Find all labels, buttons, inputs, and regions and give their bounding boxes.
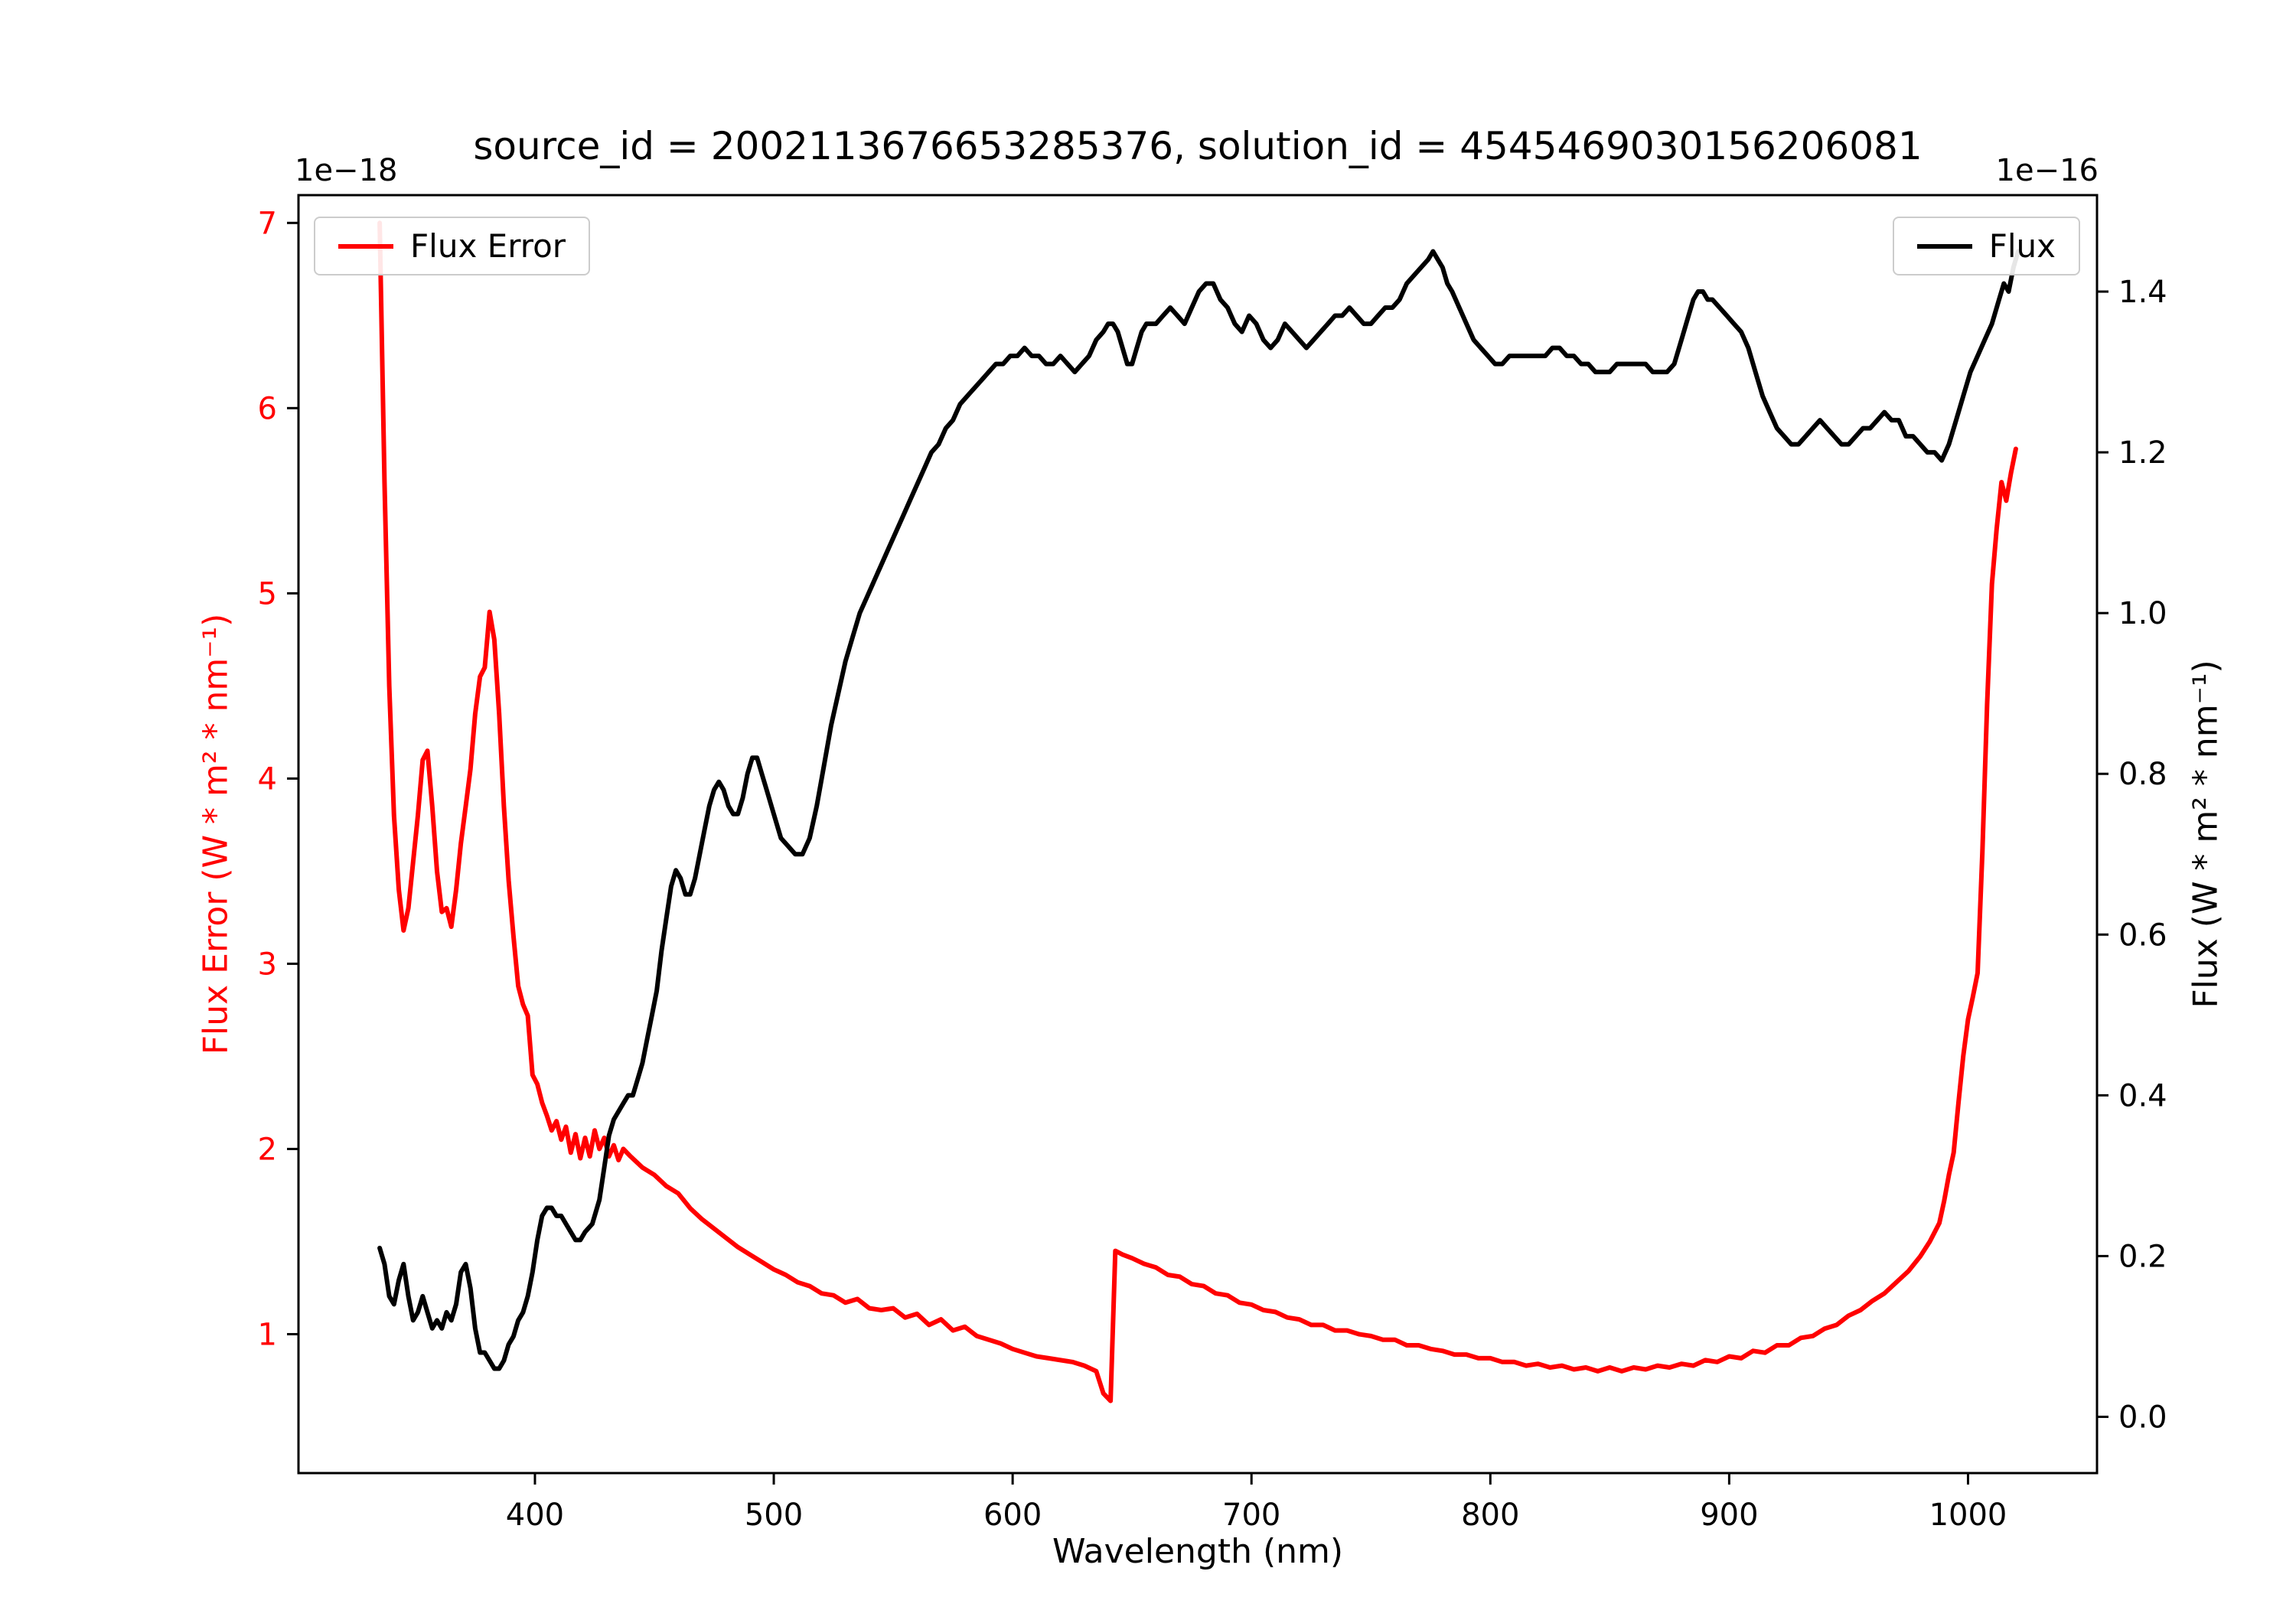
y-tick-label-left: 2 [258, 1132, 277, 1167]
y-tick-label-left: 4 [258, 761, 277, 797]
y-tick-label-right: 1.0 [2118, 596, 2167, 631]
y-tick-label-right: 0.4 [2118, 1078, 2167, 1113]
right-y-axis-label: Flux (W * m² * nm⁻¹) [2186, 660, 2226, 1009]
y-tick-label-left: 1 [258, 1317, 277, 1352]
flux-error-line [377, 220, 2018, 1403]
x-tick-label: 400 [506, 1498, 564, 1533]
left-axis-offset-label: 1e−18 [295, 153, 398, 188]
x-tick-label: 800 [1461, 1498, 1519, 1533]
legend-flux-error: Flux Error [314, 217, 591, 275]
x-tick-label: 700 [1222, 1498, 1280, 1533]
y-tick-label-right: 1.2 [2118, 435, 2167, 471]
left-y-axis-label: Flux Error (W * m² * nm⁻¹) [196, 613, 236, 1055]
y-tick-label-left: 6 [258, 391, 277, 426]
y-tick-label-right: 0.2 [2118, 1239, 2167, 1274]
x-axis-label: Wavelength (nm) [1052, 1532, 1344, 1571]
legend-flux: Flux [1892, 217, 2080, 275]
axes-frame [297, 194, 2099, 1475]
x-tick-label: 600 [983, 1498, 1042, 1533]
x-tick-label: 500 [745, 1498, 803, 1533]
flux-line-sample [1916, 243, 1972, 249]
y-tick-label-left: 5 [258, 576, 277, 611]
legend-flux-label: Flux [1988, 227, 2056, 265]
flux-line [377, 249, 2020, 1371]
chart-title: source_id = 2002113676653285376, solutio… [473, 124, 1923, 168]
y-tick-label-left: 7 [258, 206, 277, 241]
x-tick-label: 1000 [1929, 1498, 2007, 1533]
y-tick-label-left: 3 [258, 947, 277, 982]
y-tick-label-right: 0.0 [2118, 1400, 2167, 1435]
x-tick-label: 900 [1700, 1498, 1758, 1533]
y-tick-label-right: 0.6 [2118, 918, 2167, 953]
legend-flux-error-label: Flux Error [410, 227, 566, 265]
right-axis-offset-label: 1e−16 [1995, 153, 2099, 188]
y-tick-label-right: 0.8 [2118, 757, 2167, 792]
flux-error-line-sample [338, 243, 393, 249]
y-tick-label-right: 1.4 [2118, 275, 2167, 310]
